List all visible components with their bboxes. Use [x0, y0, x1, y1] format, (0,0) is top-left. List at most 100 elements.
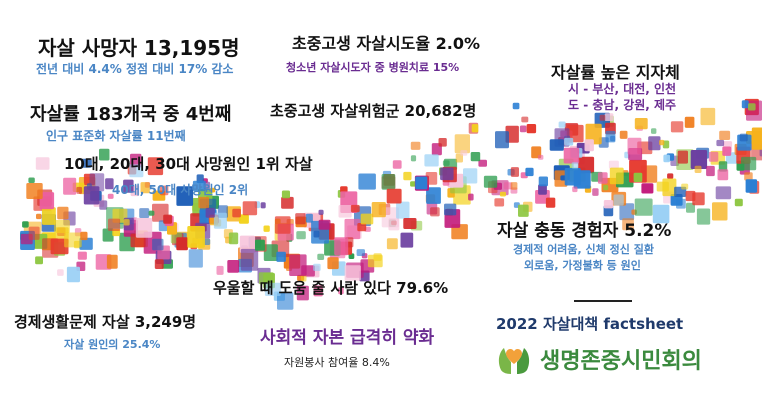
decorative-cube [444, 203, 457, 216]
decorative-cube [327, 257, 339, 270]
decorative-cube [681, 183, 689, 190]
decorative-cube [99, 148, 110, 161]
helper-title: 우울할 때 도움 줄 사람 있다 79.6% [213, 279, 449, 297]
decorative-cube [381, 174, 396, 190]
decorative-cube [350, 204, 360, 213]
age-title: 10대, 20대, 30대 사망원인 1위 자살 [64, 155, 313, 173]
decorative-cube [717, 169, 729, 181]
decorative-cube [83, 186, 100, 205]
decorative-cube [483, 175, 498, 188]
decorative-cube [264, 282, 281, 296]
decorative-cube [415, 176, 428, 190]
decorative-cube [295, 213, 306, 225]
decorative-cube [670, 121, 684, 133]
decorative-cube [619, 130, 628, 139]
decorative-cube [277, 292, 294, 310]
decorative-cube [216, 265, 224, 275]
decorative-cube [344, 265, 361, 281]
decorative-cube [160, 185, 169, 196]
decorative-cube [123, 179, 134, 193]
decorative-cube [677, 150, 688, 164]
decorative-cube [176, 237, 188, 251]
decorative-cube [276, 251, 286, 262]
decorative-cube [176, 186, 194, 206]
decorative-cube [386, 188, 402, 204]
decorative-cube [57, 206, 69, 220]
decorative-cube [512, 102, 520, 110]
regions-title: 자살률 높은 지자체 [551, 63, 680, 82]
decorative-cube [22, 221, 29, 228]
decorative-cube [239, 235, 256, 253]
decorative-cube [356, 249, 365, 256]
decorative-cube [152, 238, 164, 251]
decorative-cube [348, 253, 355, 259]
decorative-cube [403, 218, 417, 229]
decorative-cube [499, 191, 506, 197]
decorative-cube [494, 198, 505, 207]
decorative-cube [209, 187, 216, 193]
decorative-cube [76, 186, 83, 194]
decorative-cube [430, 207, 440, 217]
decorative-cube [692, 192, 705, 206]
decorative-cube [198, 196, 210, 209]
decorative-cube [571, 162, 579, 169]
decorative-cube [410, 141, 421, 150]
decorative-cube [572, 186, 578, 193]
decorative-cube [734, 198, 743, 207]
decorative-cube [425, 172, 438, 185]
deaths-subtitle: 전년 대비 4.4% 정점 대비 17% 감소 [36, 62, 234, 76]
decorative-cube [57, 269, 64, 276]
decorative-cube [340, 186, 348, 193]
decorative-cube [300, 274, 307, 282]
decorative-cube [564, 137, 574, 146]
decorative-cube [741, 156, 757, 171]
decorative-cube [139, 208, 150, 218]
decorative-cube [396, 201, 410, 219]
decorative-cube [39, 192, 55, 210]
decorative-cube [313, 285, 323, 297]
decorative-cube [130, 153, 142, 168]
decorative-cube [227, 260, 240, 273]
decorative-cube [634, 118, 648, 130]
decorative-cube [263, 225, 270, 232]
decorative-cube [662, 178, 677, 197]
decorative-cube [232, 208, 241, 218]
decorative-cube [442, 160, 450, 166]
decorative-cube [592, 188, 599, 196]
decorative-cube [305, 213, 313, 223]
decorative-cube [604, 113, 614, 121]
decorative-cube [228, 232, 239, 245]
decorative-cube [255, 239, 265, 251]
decorative-cube [718, 161, 728, 172]
decorative-cube [712, 202, 728, 221]
decorative-cube [317, 253, 325, 260]
decorative-cube [358, 173, 376, 190]
decorative-cube [334, 237, 349, 256]
decorative-cube [313, 263, 321, 271]
impulse-subtitle-1: 경제적 어려움, 신체 정신 질환 [513, 243, 654, 256]
decorative-cube [373, 253, 382, 261]
social-subtitle: 자원봉사 참여율 8.4% [284, 356, 390, 369]
decorative-cube [28, 177, 35, 183]
decorative-cube [455, 153, 463, 163]
decorative-cube [260, 202, 266, 209]
decorative-cube [154, 259, 164, 269]
decorative-cube [745, 179, 758, 193]
deaths-title: 자살 사망자 13,195명 [38, 36, 240, 60]
decorative-cube [281, 190, 290, 199]
decorative-cube [79, 237, 93, 250]
decorative-cube [80, 231, 88, 241]
decorative-cube [54, 220, 70, 233]
decorative-cube [105, 178, 114, 190]
decorative-cube [684, 116, 695, 128]
decorative-cube [77, 251, 87, 260]
decorative-cube [597, 172, 608, 184]
decorative-cube [608, 160, 619, 169]
decorative-cube [545, 197, 556, 208]
decorative-cube [525, 167, 534, 177]
decorative-cube [741, 100, 749, 109]
decorative-cube [567, 124, 584, 143]
decorative-cube [518, 204, 529, 217]
decorative-cube [719, 130, 731, 140]
